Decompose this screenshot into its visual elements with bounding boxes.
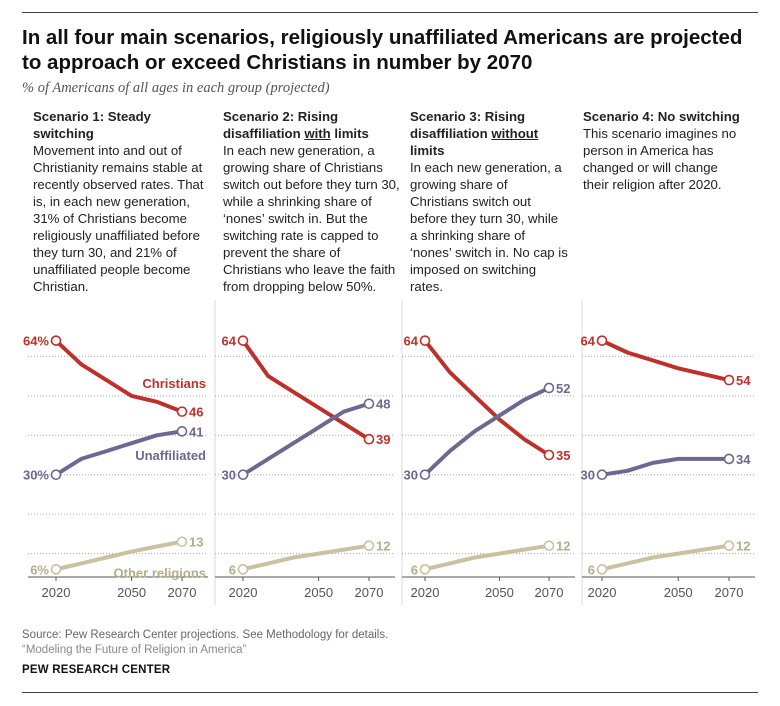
christians-start-marker	[50, 335, 62, 346]
other-end-label: 12	[556, 539, 570, 554]
x-tick-label: 2070	[715, 585, 744, 600]
other-end-marker	[543, 540, 555, 551]
christians-end-marker	[176, 406, 188, 417]
scenario-4-description: Scenario 4: No switching This scenario i…	[583, 108, 745, 193]
source-note: Source: Pew Research Center projections.…	[22, 628, 388, 658]
other-line	[423, 543, 551, 572]
unaffiliated-end-marker	[723, 453, 735, 465]
scenario-1-description: Scenario 1: Steady switching Movement in…	[33, 108, 208, 295]
scenario-2-description: Scenario 2: Rising disaffiliation with l…	[223, 108, 401, 295]
x-tick-label: 2020	[42, 585, 71, 600]
scenario-3-description: Scenario 3: Rising disaffiliation withou…	[410, 108, 568, 295]
unaffiliated-start-label: 30%	[23, 468, 49, 483]
unaffiliated-start-marker	[237, 469, 249, 481]
x-tick-label: 2050	[485, 585, 514, 600]
christians-line	[241, 338, 371, 442]
scenario-2-heading: Scenario 2: Rising disaffiliation with l…	[223, 109, 369, 141]
x-tick-label: 2050	[117, 585, 146, 600]
christians-start-label: 64	[222, 334, 237, 349]
chart-title: In all four main scenarios, religiously …	[22, 26, 743, 74]
christians-end-label: 39	[376, 432, 390, 447]
christians-start-label: 64%	[23, 334, 49, 349]
other-end-label: 13	[189, 535, 203, 550]
scenario-4-heading: Scenario 4: No switching	[583, 109, 740, 124]
chart-subtitle: % of Americans of all ages in each group…	[22, 80, 330, 96]
unaffiliated-line	[54, 429, 184, 477]
christians-start-label: 64	[404, 334, 419, 349]
source-text: Source: Pew Research Center projections.…	[22, 629, 389, 641]
x-tick-label: 2070	[355, 585, 384, 600]
other-end-label: 12	[376, 539, 390, 554]
unaffiliated-series-label: Unaffiliated	[135, 448, 206, 463]
other-start-marker	[50, 564, 62, 575]
other-start-marker	[596, 564, 608, 575]
christians-series-label: Christians	[142, 376, 206, 391]
x-tick-label: 2070	[168, 585, 197, 600]
other-start-label: 6	[411, 562, 418, 577]
christians-start-marker	[419, 335, 431, 346]
unaffiliated-start-marker	[596, 469, 608, 481]
christians-line	[54, 338, 184, 414]
christians-start-label: 64	[581, 334, 596, 349]
x-tick-label: 2020	[411, 585, 440, 600]
scenario-3-heading: Scenario 3: Rising disaffiliation withou…	[410, 109, 539, 158]
other-end-marker	[176, 536, 188, 548]
other-end-marker	[723, 540, 735, 551]
other-end-label: 12	[736, 539, 750, 554]
unaffiliated-line	[423, 386, 551, 477]
scenario-2-body: In each new generation, a growing share …	[223, 143, 400, 294]
other-end-marker	[363, 540, 375, 551]
bottom-rule	[22, 692, 758, 693]
scenario-3-body: In each new generation, a growing share …	[410, 160, 568, 294]
christians-end-label: 54	[736, 373, 751, 388]
unaffiliated-start-label: 30	[404, 468, 418, 483]
scenario-1-body: Movement into and out of Christianity re…	[33, 143, 204, 294]
other-start-label: 6	[229, 562, 236, 577]
unaffiliated-line	[241, 401, 371, 477]
scenario-4-body: This scenario imagines no person in Amer…	[583, 126, 737, 192]
unaffiliated-line	[600, 456, 731, 477]
other-start-marker	[419, 564, 431, 575]
christians-end-label: 46	[189, 405, 203, 420]
unaffiliated-end-marker	[176, 426, 188, 437]
x-tick-label: 2050	[664, 585, 693, 600]
other-series-label: Other religions	[114, 565, 206, 580]
unaffiliated-end-label: 52	[556, 381, 570, 396]
other-start-marker	[237, 564, 249, 575]
scenario-1-heading: Scenario 1: Steady switching	[33, 109, 152, 141]
other-start-label: 6%	[30, 562, 49, 577]
org-name: PEW RESEARCH CENTER	[22, 664, 171, 676]
christians-line	[423, 338, 551, 457]
other-line	[600, 543, 731, 572]
other-line	[241, 543, 371, 572]
christians-end-label: 35	[556, 448, 570, 463]
christians-line	[600, 338, 731, 383]
x-tick-label: 2020	[229, 585, 258, 600]
christians-start-marker	[237, 335, 249, 346]
other-start-label: 6	[588, 562, 595, 577]
christians-end-marker	[543, 449, 555, 461]
unaffiliated-end-label: 48	[376, 397, 390, 412]
top-rule	[22, 12, 758, 13]
unaffiliated-end-label: 41	[189, 424, 203, 439]
unaffiliated-start-label: 30	[222, 468, 236, 483]
christians-end-marker	[363, 433, 375, 445]
christians-end-marker	[723, 374, 735, 386]
unaffiliated-end-marker	[543, 382, 555, 394]
unaffiliated-end-label: 34	[736, 452, 751, 467]
x-tick-label: 2020	[588, 585, 617, 600]
projection-charts: 2020 2050 2070 64% 46 30% 41 6% 13 Christians Unaf…	[23, 300, 755, 605]
report-title: “Modeling the Future of Religion in Amer…	[22, 644, 247, 656]
unaffiliated-start-label: 30	[581, 468, 595, 483]
christians-start-marker	[596, 335, 608, 346]
x-tick-label: 2070	[535, 585, 564, 600]
unaffiliated-start-marker	[50, 469, 62, 481]
other-line	[54, 539, 184, 572]
unaffiliated-end-marker	[363, 398, 375, 410]
x-tick-label: 2050	[304, 585, 333, 600]
unaffiliated-start-marker	[419, 469, 431, 481]
